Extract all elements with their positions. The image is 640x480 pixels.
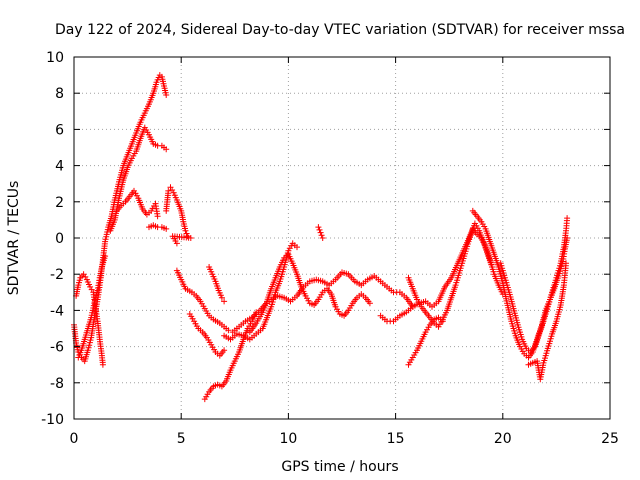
data-point xyxy=(91,300,98,307)
data-point xyxy=(319,235,326,241)
x-tick-label: 15 xyxy=(387,431,405,447)
data-point xyxy=(318,232,325,239)
series-arc-14 xyxy=(246,251,373,336)
data-point xyxy=(564,215,571,222)
data-point xyxy=(163,92,170,98)
series-arc-7 xyxy=(163,184,194,247)
data-point xyxy=(439,318,446,325)
series-arc-4 xyxy=(107,124,170,234)
x-tick-label: 25 xyxy=(601,431,619,447)
data-point xyxy=(154,213,161,220)
x-tick-label: 10 xyxy=(279,431,297,447)
data-point xyxy=(316,226,323,233)
series-arc-10 xyxy=(206,264,228,305)
y-tick-label: -2 xyxy=(50,267,64,283)
series-arc-3 xyxy=(75,253,109,361)
series-arc-8 xyxy=(173,267,232,334)
data-point xyxy=(218,294,225,301)
series-arc-15 xyxy=(315,224,326,241)
data-point xyxy=(563,260,569,267)
data-point xyxy=(315,224,322,231)
data-point xyxy=(294,244,300,251)
data-point xyxy=(165,187,172,194)
series-arc-6 xyxy=(146,222,170,232)
y-tick-label: 4 xyxy=(55,159,64,175)
y-tick-label: -6 xyxy=(50,340,64,356)
y-tick-label: -8 xyxy=(50,376,64,392)
chart-title: Day 122 of 2024, Sidereal Day-to-day VTE… xyxy=(55,22,625,38)
y-tick-label: 0 xyxy=(55,231,64,247)
data-point xyxy=(225,327,232,334)
data-point xyxy=(221,347,228,354)
series-arc-18 xyxy=(405,314,446,368)
y-tick-label: 8 xyxy=(55,86,64,102)
y-axis-label: SDTVAR / TECUs xyxy=(6,181,22,296)
data-point xyxy=(86,342,93,349)
data-point xyxy=(93,292,100,299)
data-point xyxy=(317,229,324,236)
x-axis-label: GPS time / hours xyxy=(281,459,398,475)
x-tick-label: 5 xyxy=(177,431,186,447)
series-arc-5 xyxy=(113,187,161,220)
data-point xyxy=(163,146,170,153)
data-point xyxy=(99,361,106,368)
y-tick-label: 6 xyxy=(55,122,64,138)
data-point xyxy=(102,253,109,260)
y-tick-label: -10 xyxy=(41,412,64,428)
data-point xyxy=(221,298,228,305)
x-tick-label: 20 xyxy=(494,431,512,447)
ticks-layer: 0 5 10 15 20 25 -10 -8 -6 -4 -2 0 2 4 6 8 10 xyxy=(41,50,619,447)
y-tick-label: 10 xyxy=(46,50,64,66)
series-arc-21 xyxy=(525,260,569,383)
series-arc-20 xyxy=(497,215,571,355)
data-point xyxy=(366,300,373,307)
series-arc-2 xyxy=(73,271,106,368)
x-tick-label: 0 xyxy=(70,431,79,447)
y-tick-label: -4 xyxy=(50,303,64,319)
data-point xyxy=(173,240,180,247)
data-point xyxy=(163,225,170,232)
series-arc-9 xyxy=(186,311,228,359)
y-tick-label: 2 xyxy=(55,195,64,211)
series-arc-12 xyxy=(221,240,300,343)
series-arc-17 xyxy=(405,225,506,330)
data-points-layer xyxy=(71,72,571,403)
data-point xyxy=(182,227,189,234)
